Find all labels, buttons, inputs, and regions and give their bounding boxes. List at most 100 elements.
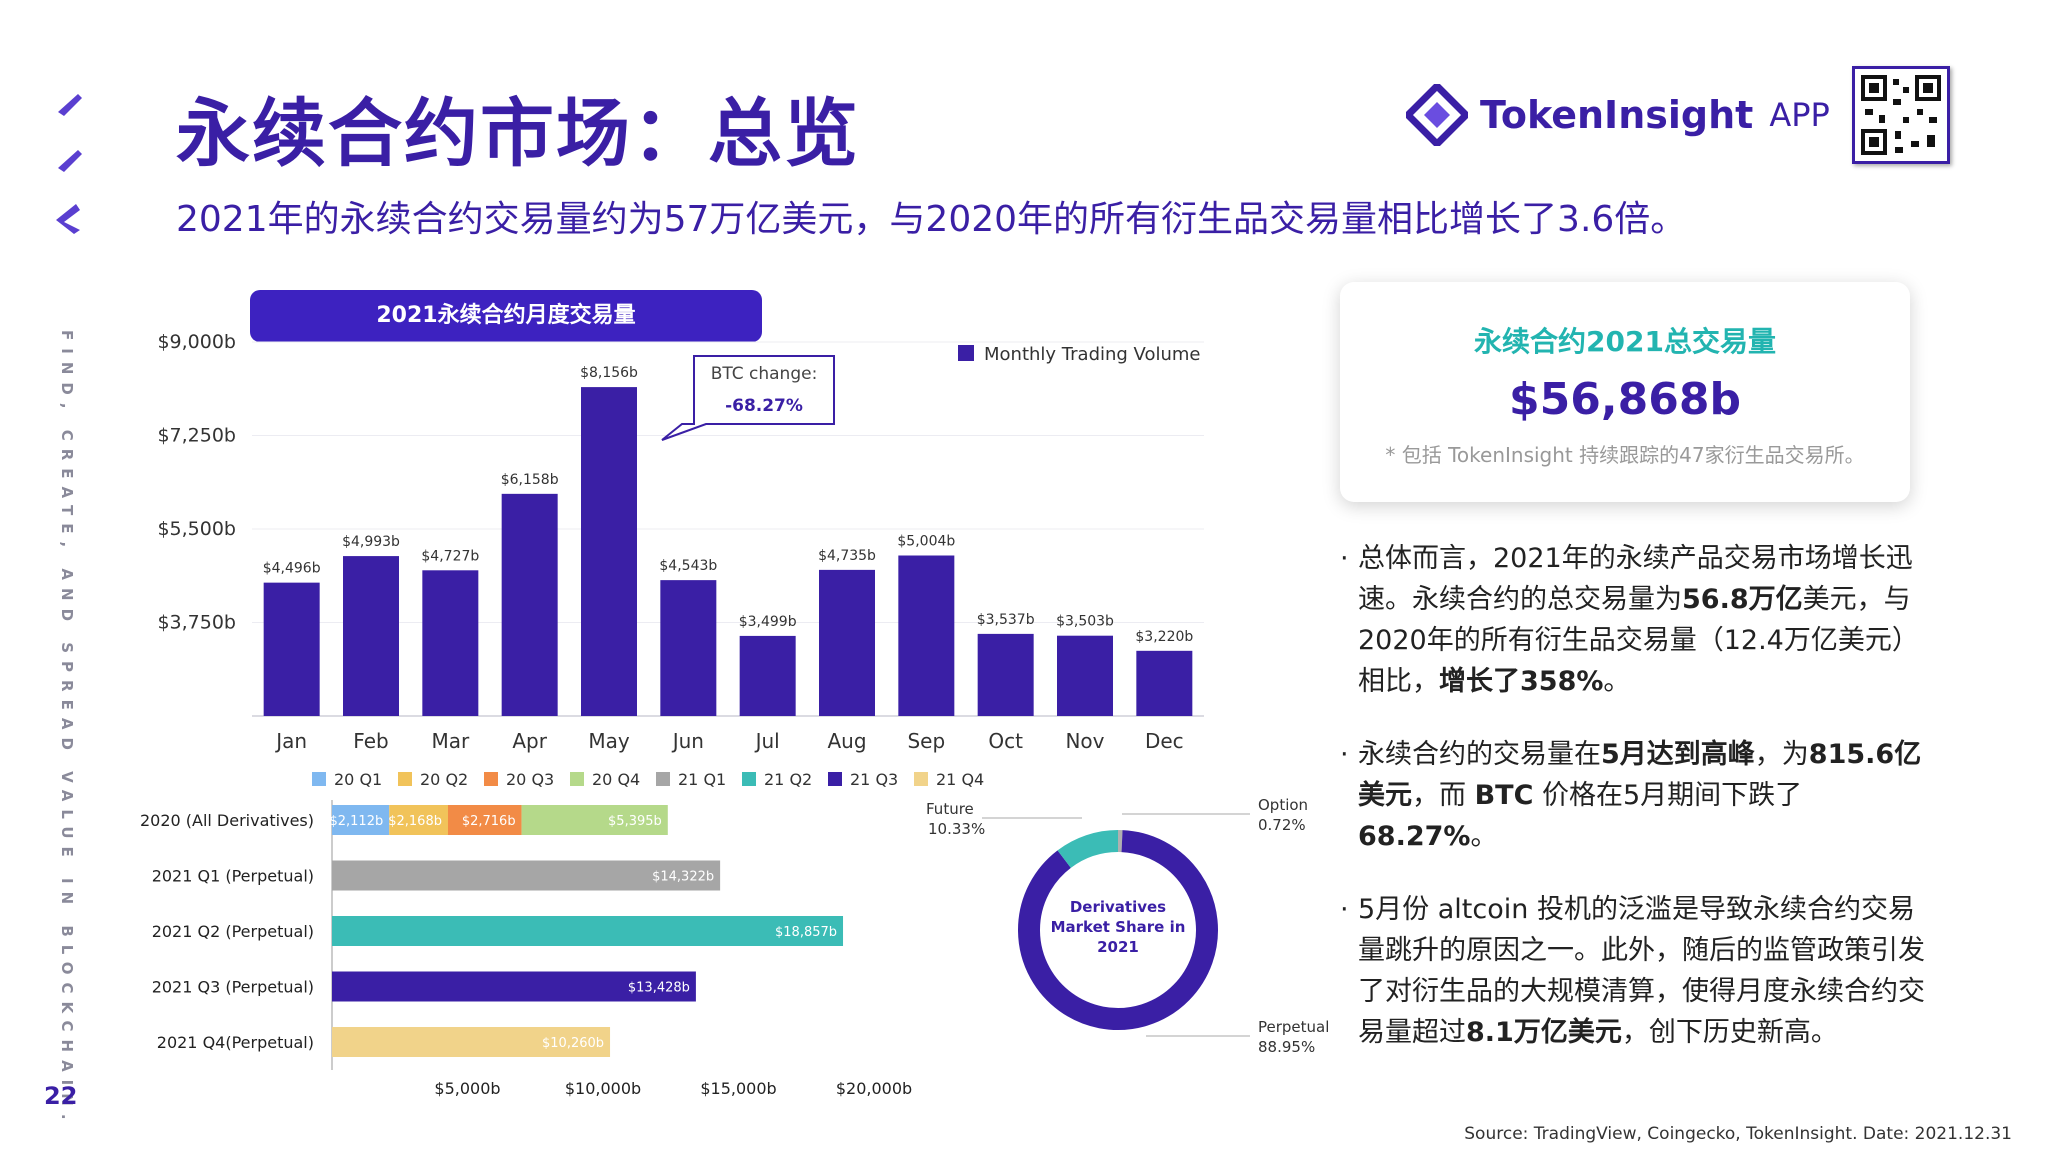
bullet-text: ，而	[1412, 780, 1475, 811]
bullet-text: 5月份 altcoin 投机的泛滥是导致永续合约交易量跳升的原因之一。此外，随后…	[1358, 894, 1925, 1048]
bar-data-label: $6,158b	[501, 472, 559, 488]
segment-data-label: $14,322b	[652, 870, 714, 885]
segment-data-label: $5,395b	[608, 814, 662, 829]
bar-data-label: $4,496b	[263, 561, 321, 577]
bar-aug	[819, 569, 875, 716]
bar-data-label: $8,156b	[580, 365, 638, 381]
segment-data-label: $2,112b	[329, 814, 383, 829]
stacked-segment	[332, 971, 696, 1002]
bar-data-label: $3,503b	[1056, 614, 1114, 630]
stacked-segment	[332, 1027, 611, 1057]
x-tick-label: Jul	[754, 729, 780, 753]
y-tick-label: $5,500b	[157, 518, 236, 540]
stacked-segment	[332, 805, 390, 835]
bar-oct	[977, 633, 1034, 716]
x-tick-label: Sep	[907, 729, 945, 753]
bullet-list: · 总体而言，2021年的永续产品交易市场增长迅速。永续合约的总交易量为56.8万…	[1340, 538, 1940, 1085]
segment-data-label: $2,716b	[462, 814, 516, 829]
legend-label: 20 Q2	[420, 770, 468, 789]
slice-name-label: Future	[926, 800, 974, 818]
page-subtitle: 2021年的永续合约交易量约为57万亿美元，与2020年的所有衍生品交易量相比增…	[176, 199, 1687, 240]
qr-code[interactable]	[1852, 66, 1950, 164]
x-tick-label: $20,000b	[836, 1079, 912, 1098]
y-tick-label: $7,250b	[157, 425, 236, 447]
y-tick-label: $3,750b	[157, 612, 236, 634]
legend-label: 21 Q2	[764, 770, 812, 789]
bar-data-label: $4,727b	[421, 548, 479, 564]
x-tick-label: Aug	[827, 729, 866, 753]
source-note: Source: TradingView, Coingecko, TokenIns…	[1464, 1124, 2012, 1144]
row-label: 2021 Q1 (Perpetual)	[152, 867, 314, 886]
kpi-note: * 包括 TokenInsight 持续跟踪的47家衍生品交易所。	[1385, 443, 1865, 467]
bullet-item: · 5月份 altcoin 投机的泛滥是导致永续合约交易量跳升的原因之一。此外，随…	[1340, 889, 1940, 1053]
bullet-emphasis: 56.8万亿	[1682, 584, 1803, 615]
kpi-title: 永续合约2021总交易量	[1474, 325, 1776, 358]
row-label: 2021 Q3 (Perpetual)	[152, 978, 314, 997]
stacked-segment	[332, 860, 721, 891]
bullet-text: 。	[1470, 821, 1498, 852]
bar-jun	[660, 580, 717, 716]
annotation-callout	[661, 355, 835, 441]
legend-swatch	[958, 345, 974, 361]
legend-swatch	[828, 772, 842, 786]
annotation-label: BTC change:	[711, 364, 818, 384]
bullet-emphasis: 68.27%	[1358, 821, 1471, 852]
bar-jul	[739, 635, 796, 716]
bar-data-label: $3,499b	[739, 614, 797, 630]
bar-data-label: $4,543b	[659, 558, 717, 574]
legend-label: Monthly Trading Volume	[984, 344, 1201, 365]
bullet-emphasis: 815.6亿美元	[1358, 739, 1922, 811]
legend-swatch	[914, 772, 928, 786]
bullet-text: ，创下历史新高。	[1621, 1017, 1838, 1048]
bar-data-label: $3,537b	[977, 612, 1035, 628]
side-tagline: FIND, CREATE, AND SPREAD VALUE IN BLOCKC…	[58, 330, 76, 1128]
x-tick-label: Mar	[431, 729, 470, 753]
bullet-text: ，为	[1754, 739, 1809, 770]
legend-label: 20 Q4	[592, 770, 640, 789]
row-label: 2021 Q4(Perpetual)	[157, 1033, 314, 1052]
brand-name: TokenInsight	[1480, 93, 1754, 137]
row-label: 2021 Q2 (Perpetual)	[152, 922, 314, 941]
x-tick-label: Apr	[512, 729, 547, 753]
bullet-text: 总体而言，2021年的永续产品交易市场增长迅速。永续合约的总交易量为	[1358, 543, 1913, 615]
bar-feb	[343, 556, 399, 716]
x-tick-label: Jun	[671, 729, 704, 753]
tokeninsight-logo-icon	[1406, 84, 1468, 146]
bar-data-label: $5,004b	[897, 534, 955, 550]
row-label: 2020 (All Derivatives)	[140, 811, 314, 830]
legend-label: 21 Q3	[850, 770, 898, 789]
legend-label: 20 Q1	[334, 770, 382, 789]
bar-data-label: $4,993b	[342, 534, 400, 550]
legend-swatch	[484, 772, 498, 786]
brand-logo[interactable]: TokenInsight APP	[1406, 84, 1830, 146]
donut-slice-perpetual	[1018, 830, 1218, 1030]
legend-swatch	[570, 772, 584, 786]
bar-nov	[1057, 635, 1113, 716]
bullet-item: · 永续合约的交易量在5月达到高峰，为815.6亿美元，而 BTC 价格在5月期间…	[1340, 734, 1940, 857]
donut-center-label: Market Share in	[1051, 918, 1186, 936]
legend-swatch	[312, 772, 326, 786]
brand-app-label: APP	[1769, 96, 1830, 134]
bar-data-label: $4,735b	[818, 548, 876, 564]
legend-swatch	[742, 772, 756, 786]
slice-value-label: 0.72%	[1258, 816, 1306, 834]
bar-chart-title: 2021永续合约月度交易量	[250, 290, 762, 342]
x-tick-label: Dec	[1145, 729, 1184, 753]
bullet-dot: ·	[1340, 543, 1349, 574]
bar-jan	[263, 582, 320, 716]
x-tick-label: $15,000b	[700, 1079, 776, 1098]
stacked-segment	[389, 805, 448, 835]
segment-data-label: $18,857b	[775, 925, 837, 940]
slice-value-label: 88.95%	[1258, 1038, 1315, 1056]
bullet-emphasis: 5月达到高峰	[1601, 739, 1755, 770]
chevron-decor-icon	[58, 150, 82, 172]
page-number: 22	[44, 1082, 78, 1110]
annotation-value: -68.27%	[725, 396, 803, 416]
stacked-segment	[447, 805, 522, 835]
segment-data-label: $2,168b	[388, 814, 442, 829]
page-title: 永续合约市场：总览	[176, 91, 860, 177]
qr-code-icon	[1861, 75, 1941, 155]
bullet-item: · 总体而言，2021年的永续产品交易市场增长迅速。永续合约的总交易量为56.8万…	[1340, 538, 1940, 702]
bullet-text: 永续合约的交易量在	[1358, 739, 1601, 770]
